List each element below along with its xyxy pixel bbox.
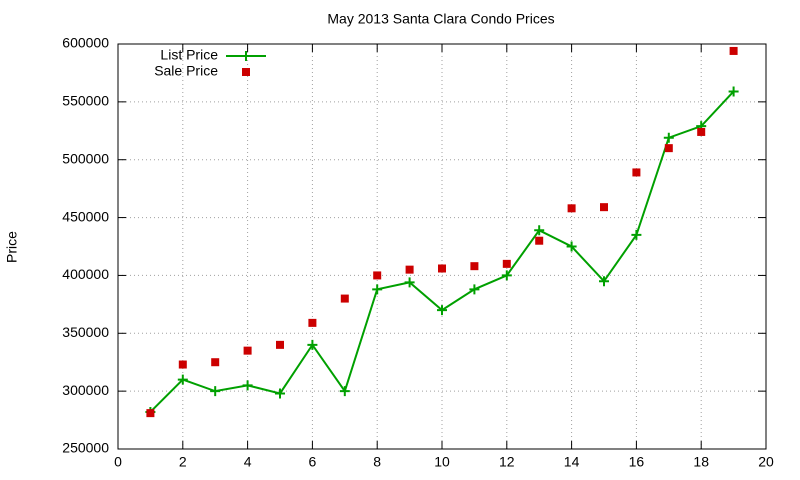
data-point	[728, 86, 739, 97]
legend-swatch	[241, 51, 251, 61]
x-tick-label: 16	[629, 454, 645, 470]
x-tick-label: 20	[758, 454, 774, 470]
data-point	[373, 271, 382, 280]
x-tick-label: 4	[244, 454, 252, 470]
data-point	[534, 225, 545, 236]
data-point	[437, 305, 447, 316]
data-point	[178, 360, 187, 369]
data-point	[340, 294, 349, 303]
data-point	[566, 241, 577, 252]
y-tick-label: 400000	[62, 266, 109, 282]
x-tick-label: 0	[114, 454, 122, 470]
x-tick-label: 14	[564, 454, 580, 470]
data-point	[242, 380, 253, 391]
y-tick-label: 600000	[62, 35, 109, 51]
data-point	[438, 264, 446, 273]
data-point	[307, 339, 318, 350]
x-tick-label: 6	[309, 454, 317, 470]
x-tick-label: 10	[434, 454, 450, 470]
data-point	[405, 265, 414, 274]
x-tick-label: 18	[693, 454, 709, 470]
data-point	[243, 346, 252, 355]
data-point	[146, 409, 155, 418]
x-tick-label: 12	[499, 454, 515, 470]
y-tick-label: 300000	[62, 382, 109, 398]
data-point	[599, 276, 609, 287]
series-line	[149, 90, 735, 413]
data-point	[275, 388, 285, 399]
data-point	[535, 236, 544, 245]
data-point	[663, 132, 674, 143]
data-point	[211, 358, 220, 367]
data-point	[469, 284, 480, 295]
y-tick-label: 500000	[62, 150, 109, 166]
y-tick-label: 350000	[62, 324, 109, 340]
data-point	[404, 277, 415, 288]
data-point	[372, 284, 383, 295]
data-point	[470, 262, 479, 271]
data-point	[210, 386, 221, 397]
data-point	[631, 229, 642, 240]
x-tick-label: 2	[179, 454, 187, 470]
data-point	[697, 127, 706, 136]
plot-frame	[117, 43, 767, 450]
legend-swatch	[242, 68, 250, 76]
legend-label: Sale Price	[154, 63, 218, 79]
x-tick-label: 8	[373, 454, 381, 470]
data-point	[502, 259, 511, 268]
chart-title: May 2013 Santa Clara Condo Prices	[327, 11, 554, 27]
y-tick-label: 250000	[62, 440, 109, 456]
data-point	[177, 374, 188, 385]
data-point	[276, 340, 284, 349]
legend-label: List Price	[160, 47, 218, 63]
data-point	[664, 144, 673, 153]
data-point	[729, 46, 738, 55]
data-point	[308, 318, 317, 327]
data-point	[600, 203, 608, 212]
y-axis-label: Price	[4, 231, 20, 263]
y-tick-label: 550000	[62, 93, 109, 109]
data-point	[632, 168, 641, 177]
data-point	[339, 386, 350, 397]
data-point	[501, 270, 512, 281]
y-tick-label: 450000	[62, 208, 109, 224]
data-point	[567, 204, 576, 213]
